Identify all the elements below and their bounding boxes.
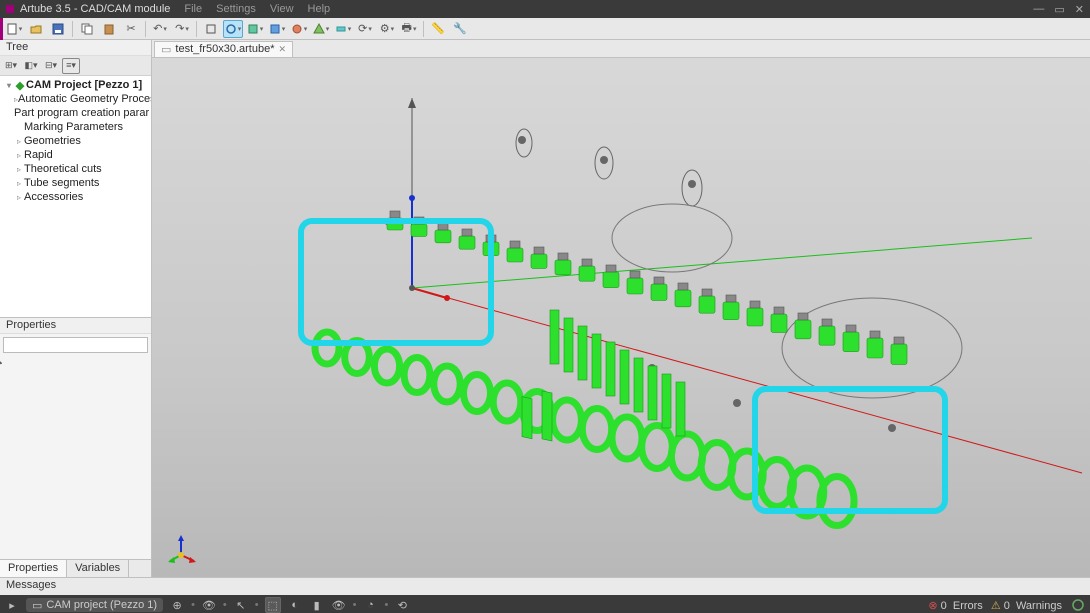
menu-help[interactable]: Help [308,3,331,15]
app-logo-icon [6,5,14,13]
close-icon[interactable]: ✕ [1075,3,1084,16]
tree-tool-1[interactable]: ⊞▾ [2,58,20,74]
project-tree[interactable]: ▾◆ CAM Project [Pezzo 1] ▹Automatic Geom… [0,76,151,317]
gear-button[interactable]: ⚙ [377,20,397,38]
maximize-icon[interactable]: ▭ [1054,3,1064,16]
measure-tool-button[interactable] [223,20,243,38]
snap-b-button[interactable] [267,20,287,38]
warning-icon: ⚠ [991,600,1001,612]
main-toolbar: ✂ ↶ ↷ ⟳ ⚙ 🖶 📏 🔧 [0,18,1090,40]
sb-tool-9[interactable]: ⟲ [394,597,410,613]
undo-button[interactable]: ↶ [150,20,170,38]
sb-tool-6[interactable]: ▮ [309,597,325,613]
document-tabs: ▭ test_fr50x30.artube* ✕ [152,40,1090,58]
tab-properties[interactable]: Properties [0,560,67,577]
cursor-tool-button[interactable] [201,20,221,38]
sb-tool-1[interactable]: ⊕ [169,597,185,613]
warnings-indicator[interactable]: ⚠ 0 Warnings [991,599,1062,612]
sb-tool-2[interactable]: 👁 [201,597,217,613]
snap-e-button[interactable] [333,20,353,38]
cut-button[interactable]: ✂ [121,20,141,38]
rotate-button[interactable]: ⟳ [355,20,375,38]
document-tab[interactable]: ▭ test_fr50x30.artube* ✕ [154,41,293,57]
highlight-rect-1 [298,218,494,346]
warnings-count: 0 [1004,600,1010,612]
badge-icon: ▭ [32,599,42,612]
tree-title: Tree [0,40,151,56]
status-bar: ▸ ▭ CAM project (Pezzo 1) ⊕ • 👁 • ↖ • ⬚ … [0,595,1090,613]
properties-body [0,369,151,559]
wrench-button[interactable]: 🔧 [450,20,470,38]
tree-root[interactable]: ▾◆ CAM Project [Pezzo 1] [0,78,151,92]
search-icon: 🔍 [0,353,3,365]
tree-item[interactable]: ▹Geometries [0,134,151,148]
snap-c-button[interactable] [289,20,309,38]
sb-tool-4[interactable]: ⬚ [265,597,281,613]
copy-button[interactable] [77,20,97,38]
save-button[interactable] [48,20,68,38]
sb-tool-5[interactable]: ◐ [287,597,303,613]
window-title: Artube 3.5 - CAD/CAM module [20,3,170,15]
errors-indicator[interactable]: ⊗ 0 Errors [928,599,982,612]
titlebar: Artube 3.5 - CAD/CAM module File Setting… [0,0,1090,18]
highlight-rect-2 [752,386,948,514]
main-area: ▭ test_fr50x30.artube* ✕ [152,40,1090,577]
warnings-label: Warnings [1016,600,1062,612]
doc-icon: ▭ [161,43,171,56]
sb-tool-8[interactable]: ◔ [363,597,379,613]
project-badge[interactable]: ▭ CAM project (Pezzo 1) [26,598,163,612]
print-button[interactable]: 🖶 [399,20,419,38]
nvidia-icon [1070,597,1086,613]
sb-expand-icon[interactable]: ▸ [4,597,20,613]
errors-label: Errors [953,600,983,612]
properties-title: Properties [0,318,151,334]
errors-count: 0 [941,600,947,612]
sb-tool-3[interactable]: ↖ [233,597,249,613]
minimize-icon[interactable]: — [1033,3,1044,16]
main-menu: File Settings View Help [184,3,330,15]
properties-tabs: Properties Variables [0,559,151,577]
tree-item[interactable]: ▹Accessories [0,190,151,204]
tree-tool-4[interactable]: ≡▾ [62,58,80,74]
window-controls: — ▭ ✕ [1033,3,1084,16]
project-icon: ◆ [14,79,26,92]
menu-settings[interactable]: Settings [216,3,256,15]
tree-root-label: CAM Project [Pezzo 1] [26,79,142,91]
new-button[interactable] [4,20,24,38]
axis-triad-icon [166,533,196,563]
project-badge-label: CAM project (Pezzo 1) [46,599,157,611]
snap-a-button[interactable] [245,20,265,38]
tree-item[interactable]: Part program creation parar [0,106,151,120]
tree-item[interactable]: Marking Parameters [0,120,151,134]
menu-view[interactable]: View [270,3,294,15]
tab-variables[interactable]: Variables [67,560,129,577]
close-tab-icon[interactable]: ✕ [278,44,286,55]
menu-file[interactable]: File [184,3,202,15]
redo-button[interactable]: ↷ [172,20,192,38]
error-icon: ⊗ [928,600,937,612]
properties-panel: Properties 🔍 Properties Variables [0,317,151,577]
open-button[interactable] [26,20,46,38]
sb-tool-7[interactable]: 👁 [331,597,347,613]
ruler-button[interactable]: 📏 [428,20,448,38]
tree-item[interactable]: ▹Rapid [0,148,151,162]
tree-item[interactable]: ▹Theoretical cuts [0,162,151,176]
messages-panel-title[interactable]: Messages [0,577,1090,595]
properties-search-input[interactable] [3,337,148,353]
paste-button[interactable] [99,20,119,38]
viewport-scene [152,58,1090,577]
tree-item[interactable]: ▹Automatic Geometry Proces [0,92,151,106]
snap-d-button[interactable] [311,20,331,38]
3d-viewport[interactable] [152,58,1090,577]
tree-tool-2[interactable]: ◧▾ [22,58,40,74]
document-tab-label: test_fr50x30.artube* [175,43,274,55]
tree-toolbar: ⊞▾ ◧▾ ⊟▾ ≡▾ [0,56,151,76]
left-panel: Tree ⊞▾ ◧▾ ⊟▾ ≡▾ ▾◆ CAM Project [Pezzo 1… [0,40,152,577]
tree-tool-3[interactable]: ⊟▾ [42,58,60,74]
tree-item[interactable]: ▹Tube segments [0,176,151,190]
